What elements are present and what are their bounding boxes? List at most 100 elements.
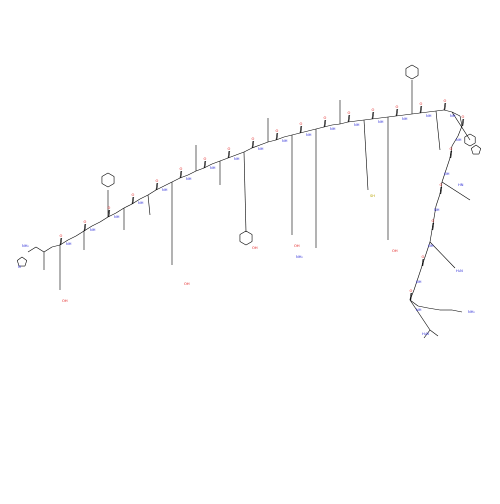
phenyl-ring [411,64,419,69]
backbone-bond [435,109,445,112]
amide-nh: NH [162,188,168,192]
carbonyl-oxygen: O [252,137,255,141]
carbonyl-bond [421,258,424,267]
amide-nh: NH [354,123,360,127]
carbonyl-bond [461,118,464,127]
backbone-bond [251,144,261,149]
backbone-bond [403,113,413,116]
backbone-bond [51,244,61,248]
carbonyl-oxygen: O [348,111,351,115]
amide-nh: NH [428,244,434,248]
carbonyl-bond [252,140,255,149]
indole-ring [470,148,474,155]
amide-nh: NH [138,201,144,205]
backbone-bond [259,141,269,146]
carbonyl-bond [275,132,278,141]
carbonyl-bond [348,114,351,123]
cysteine-thiol-label: SH [370,194,375,198]
backbone-bond [419,111,429,114]
backbone-bond [99,216,109,223]
backbone-bond [147,189,157,196]
amide-nh: NH [402,117,408,121]
carbonyl-bond [156,182,159,191]
carbonyl-bond [440,186,443,195]
carbonyl-bond [449,150,452,159]
backbone-bond [451,111,461,117]
phenyl-ring [405,75,413,80]
imidazole-ring [16,260,20,267]
backbone-bond [427,110,437,113]
carbonyl-oxygen: O [410,289,413,293]
backbone-bond [187,170,197,176]
amide-nh: NH [416,308,422,312]
amide-nh: NH [434,208,440,212]
indole-ring [469,142,476,147]
carbonyl-oxygen: O [276,129,279,133]
carbonyl-bond [251,140,254,149]
backbone-bond [43,246,53,253]
backbone-bond [435,193,441,207]
carbonyl-bond [299,125,302,134]
imidazole-ring [24,260,28,267]
imidazole-ring [17,256,23,261]
backbone-bond [75,230,85,237]
amide-nh: NH [330,127,336,131]
side-chain-bond [147,194,151,216]
backbone-bond [355,119,365,122]
backbone-bond [409,299,419,307]
guanidine-bond [423,329,431,339]
indole-ring [475,144,481,149]
backbone-bond [387,115,397,118]
carbonyl-bond [410,292,413,301]
indole-ring [478,148,482,155]
backbone-bond [413,277,419,291]
gln-amide-label: NH₂ [296,255,303,259]
amide-nh: NH [186,177,192,181]
carbonyl-bond [323,119,326,128]
backbone-bond [299,130,309,134]
backbone-bond [451,309,463,313]
carbonyl-oxygen: O [108,206,111,210]
amide-nh: NH [210,166,216,170]
imidazole-ring [21,256,27,261]
amide-nh: NH [66,242,72,246]
carbonyl-bond [204,160,207,169]
tyrosine-ring [245,230,253,235]
carbonyl-oxygen: O [84,220,87,224]
carbonyl-bond [371,111,374,120]
carbonyl-oxygen: O [372,108,375,112]
carbonyl-bond [155,182,158,191]
backbone-bond [115,207,125,214]
asp-acid-label: OH [184,282,190,286]
tyrosine-ring [239,241,247,246]
phenyl-ring [411,75,419,80]
backbone-bond [443,109,453,113]
tyrosine-ring [239,230,247,235]
carbonyl-bond [179,170,182,179]
backbone-bond [227,154,237,159]
carbonyl-oxygen: O [440,183,443,187]
backbone-bond [429,229,433,243]
amide-nh: NH [456,138,462,142]
indole-ring [464,133,471,138]
side-chain-bond [441,181,471,201]
backbone-bond [323,124,333,128]
carbonyl-bond [59,237,62,246]
backbone-bond [83,225,93,232]
phenyl-ring [107,172,115,177]
side-chain-bond [409,299,431,331]
amide-nh: NH [234,157,240,161]
backbone-bond [457,125,463,137]
phenyl-ring [107,183,115,188]
backbone-bond [347,120,357,123]
backbone-bond [155,185,165,191]
carbonyl-oxygen: O [396,105,399,109]
backbone-bond [421,253,427,267]
carbonyl-bond [276,132,279,141]
carbonyl-bond [432,222,435,231]
backbone-bond [171,177,181,183]
side-chain-bond [435,110,441,151]
indole-ring [464,142,471,147]
carbonyl-oxygen: O [204,157,207,161]
